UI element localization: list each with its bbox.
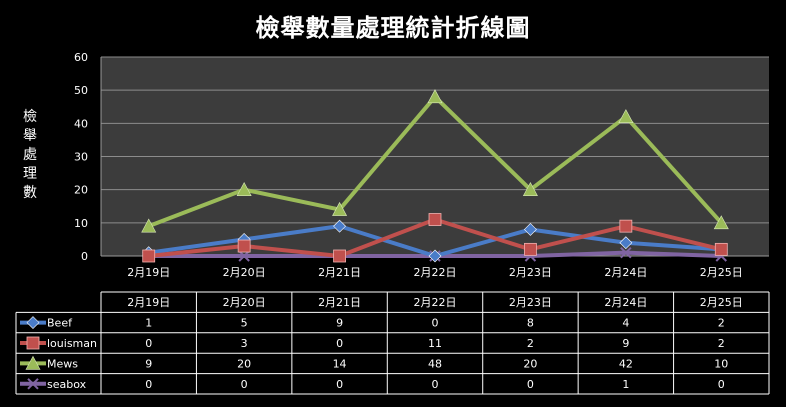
table-cell: 9 bbox=[336, 317, 343, 330]
table-cell: 1 bbox=[145, 317, 152, 330]
table-header-cell: 2月25日 bbox=[700, 296, 743, 309]
table-header-cell: 2月20日 bbox=[223, 296, 266, 309]
x-tick-label: 2月21日 bbox=[318, 266, 361, 279]
data-point-Mews bbox=[332, 201, 348, 216]
table-cell: 4 bbox=[622, 317, 629, 330]
table-cell: 2 bbox=[718, 317, 725, 330]
legend-label: louisman bbox=[47, 337, 97, 350]
table-cell: 0 bbox=[336, 337, 343, 350]
table-cell: 20 bbox=[523, 357, 537, 370]
table-cell: 9 bbox=[145, 357, 152, 370]
data-point-Mews bbox=[522, 182, 538, 196]
data-point-Beef bbox=[619, 236, 633, 250]
legend-label: Beef bbox=[47, 317, 73, 330]
table-header-cell: 2月22日 bbox=[414, 296, 457, 309]
y-tick-label: 50 bbox=[74, 84, 88, 97]
table-header-cell: 2月21日 bbox=[318, 296, 361, 309]
data-point-louisman bbox=[333, 249, 346, 263]
legend-key-marker bbox=[27, 378, 39, 390]
table-cell: 20 bbox=[237, 357, 251, 370]
data-point-louisman bbox=[619, 219, 633, 233]
y-tick-label: 40 bbox=[74, 117, 88, 130]
table-cell: 0 bbox=[145, 378, 152, 391]
y-tick-label: 20 bbox=[74, 184, 88, 197]
x-tick-label: 2月22日 bbox=[414, 266, 457, 279]
table-header-cell: 2月24日 bbox=[604, 296, 647, 309]
table-cell: 0 bbox=[432, 317, 439, 330]
table-cell: 2 bbox=[527, 337, 534, 350]
table-cell: 10 bbox=[714, 357, 728, 370]
table-cell: 0 bbox=[527, 378, 534, 391]
data-point-Mews bbox=[427, 89, 443, 104]
table-cell: 14 bbox=[333, 357, 347, 370]
table-cell: 0 bbox=[432, 378, 439, 391]
y-tick-label: 30 bbox=[74, 151, 88, 164]
table-cell: 1 bbox=[622, 378, 629, 391]
y-tick-label: 0 bbox=[81, 250, 88, 263]
chart-title: 檢舉數量處理統計折線圖 bbox=[255, 14, 531, 42]
data-point-louisman bbox=[714, 242, 728, 256]
legend-key-marker bbox=[26, 336, 40, 350]
data-point-Beef bbox=[428, 249, 442, 263]
table-cell: 0 bbox=[241, 378, 248, 391]
y-tick-label: 10 bbox=[74, 217, 88, 230]
legend-key-marker bbox=[26, 316, 40, 330]
data-point-seabox bbox=[620, 246, 632, 259]
data-point-Mews bbox=[236, 182, 252, 196]
table-cell: 48 bbox=[428, 357, 442, 370]
table-cell: 2 bbox=[718, 337, 725, 350]
x-tick-label: 2月25日 bbox=[700, 266, 743, 279]
legend-key-marker bbox=[25, 355, 41, 370]
data-point-Beef bbox=[524, 223, 537, 236]
table-cell: 3 bbox=[241, 337, 248, 350]
table-cell: 0 bbox=[336, 378, 343, 391]
table-cell: 42 bbox=[619, 357, 633, 370]
y-tick-label: 60 bbox=[74, 51, 88, 64]
data-point-louisman bbox=[524, 242, 537, 256]
table-cell: 5 bbox=[241, 317, 248, 330]
x-tick-label: 2月20日 bbox=[223, 266, 266, 279]
data-point-Mews bbox=[141, 218, 157, 233]
table-header-cell: 2月23日 bbox=[509, 296, 552, 309]
data-point-Mews bbox=[618, 109, 634, 123]
table-cell: 8 bbox=[527, 317, 534, 330]
table-cell: 0 bbox=[718, 378, 725, 391]
data-point-Mews bbox=[713, 215, 729, 230]
table-cell: 11 bbox=[428, 337, 442, 350]
x-tick-label: 2月23日 bbox=[509, 266, 552, 279]
data-point-louisman bbox=[237, 239, 251, 253]
table-cell: 0 bbox=[145, 337, 152, 350]
table-cell: 9 bbox=[622, 337, 629, 350]
table-header-cell: 2月19日 bbox=[127, 296, 170, 309]
data-point-louisman bbox=[428, 213, 442, 226]
x-tick-label: 2月19日 bbox=[127, 266, 170, 279]
data-point-louisman bbox=[142, 249, 156, 263]
x-tick-label: 2月24日 bbox=[604, 266, 647, 279]
data-point-seabox bbox=[238, 250, 250, 262]
legend-label: Mews bbox=[47, 357, 78, 370]
legend-label: seabox bbox=[47, 378, 87, 391]
data-point-Beef bbox=[333, 219, 346, 233]
y-axis-label: 檢舉處理數 bbox=[23, 109, 37, 201]
